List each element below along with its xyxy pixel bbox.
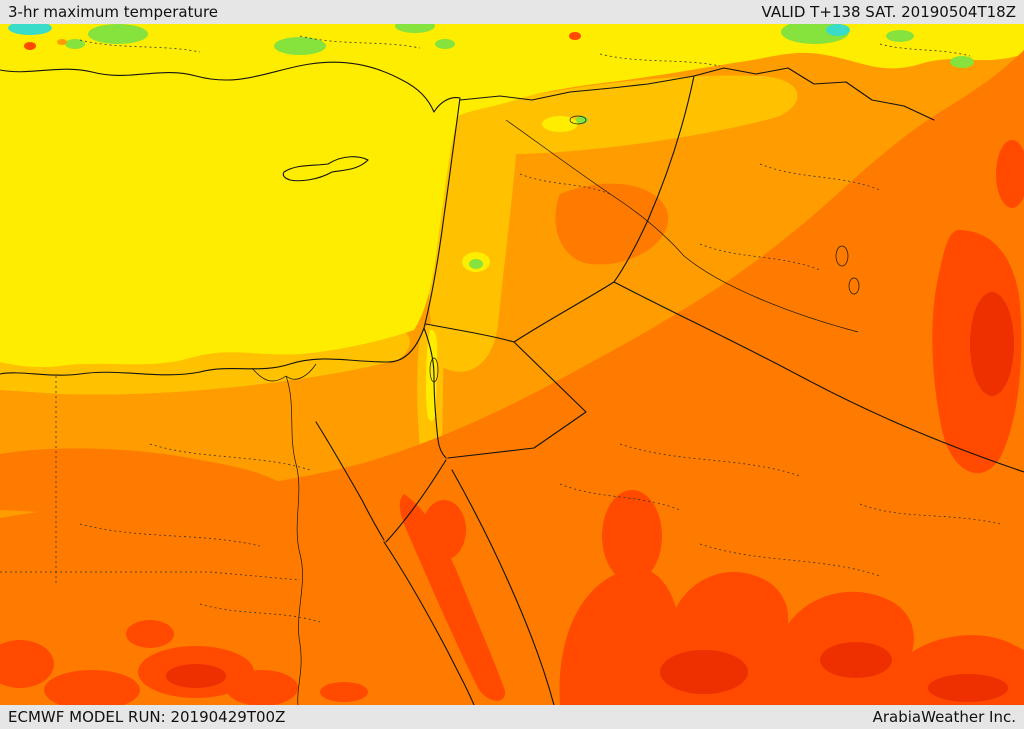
map-title: 3-hr maximum temperature — [8, 3, 219, 21]
header-bar: 3-hr maximum temperature VALID T+138 SAT… — [0, 0, 1024, 24]
coastlines — [0, 61, 555, 705]
country-borders — [423, 67, 1024, 473]
temperature-map-svg — [0, 24, 1024, 705]
footer-bar: ECMWF MODEL RUN: 20190429T00Z ArabiaWeat… — [0, 705, 1024, 729]
temperature-map — [0, 24, 1024, 705]
temperature-field — [0, 24, 1024, 705]
valid-time-label: VALID T+138 SAT. 20190504T18Z — [761, 3, 1016, 21]
rivers-lakes — [251, 115, 860, 705]
model-run-label: ECMWF MODEL RUN: 20190429T00Z — [8, 708, 286, 726]
admin-borders-dotted — [0, 35, 1001, 623]
credit-label: ArabiaWeather Inc. — [872, 708, 1016, 726]
